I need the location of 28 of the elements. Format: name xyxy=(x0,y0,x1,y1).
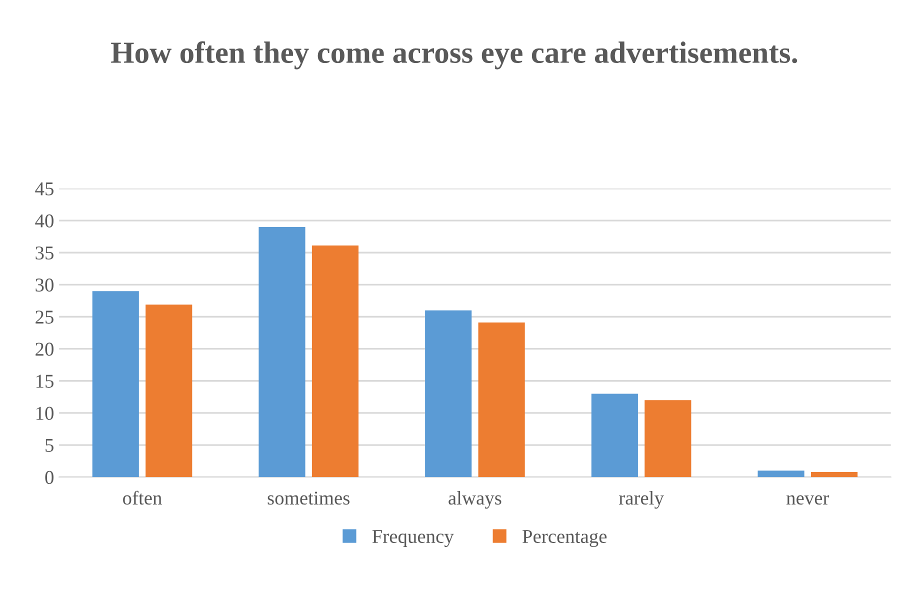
y-tick-label: 45 xyxy=(35,182,54,196)
x-tick-label: often xyxy=(123,490,162,505)
bar xyxy=(478,322,525,478)
bar xyxy=(425,310,472,478)
bar xyxy=(758,470,804,478)
bar xyxy=(810,472,858,478)
bar xyxy=(591,394,638,478)
y-tick-label: 0 xyxy=(45,470,54,484)
x-tick-label: never xyxy=(786,495,830,505)
bar xyxy=(644,400,692,478)
x-tick-label: rarely xyxy=(619,490,664,509)
y-tick-label: 20 xyxy=(36,342,54,356)
legend-label: Percentage xyxy=(522,530,607,548)
y-tick-label: 30 xyxy=(36,278,54,292)
chart-title: How often they come across eye care advertisements. xyxy=(111,41,798,70)
y-tick-label: 25 xyxy=(36,310,54,324)
y-tick-label: 10 xyxy=(36,406,54,420)
bar xyxy=(92,291,139,478)
y-tick-label: 5 xyxy=(46,439,54,452)
bar xyxy=(146,304,192,478)
y-tick-label: 35 xyxy=(36,246,54,260)
legend-label: Frequency xyxy=(372,530,454,548)
y-tick-label: 40 xyxy=(35,214,54,228)
x-tick-label: sometimes xyxy=(268,492,350,505)
bar xyxy=(312,246,359,478)
y-tick-label: 15 xyxy=(36,374,54,388)
x-tick-label: always xyxy=(448,490,502,509)
bar xyxy=(258,226,306,478)
